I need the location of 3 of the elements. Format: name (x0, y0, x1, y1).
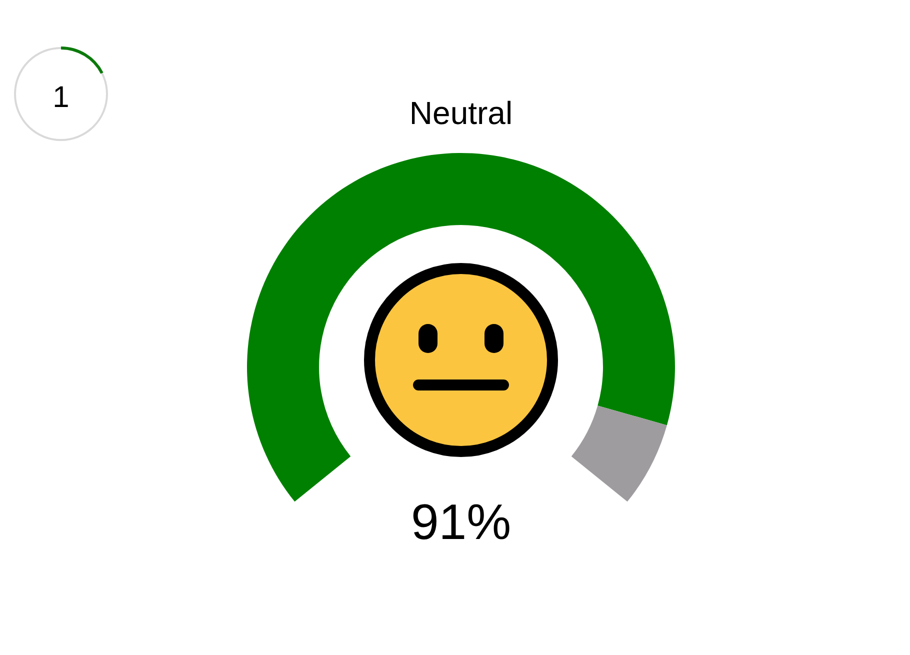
text: 91% (410, 494, 512, 550)
chart-title: Neutral (409, 95, 513, 131)
text: 1 (52, 81, 70, 114)
